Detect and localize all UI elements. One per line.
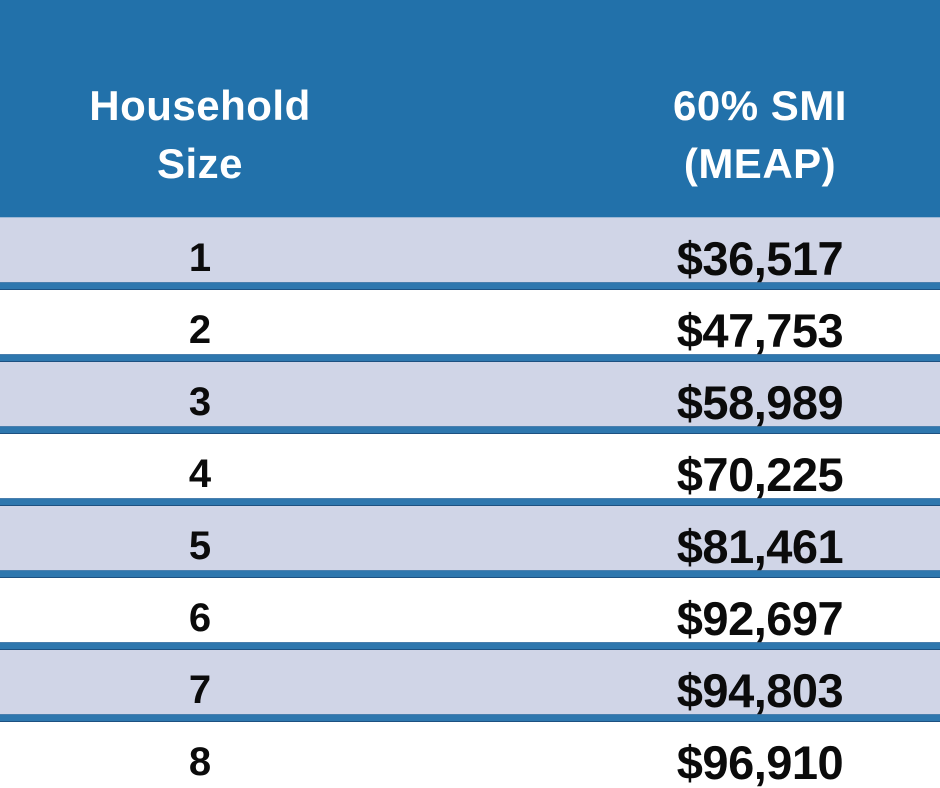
row-separator — [0, 714, 940, 722]
table-row: 8 $96,910 — [0, 722, 940, 788]
table-row: 5 $81,461 — [0, 506, 940, 573]
household-size-cell: 2 — [188, 307, 212, 352]
table-row: 7 $94,803 — [0, 650, 940, 717]
household-size-header: Household Size — [0, 52, 400, 217]
smi-amount-cell: $36,517 — [676, 231, 844, 285]
table-row: 6 $92,697 — [0, 578, 940, 645]
smi-amount-cell: $47,753 — [676, 303, 844, 357]
smi-meap-header-line2: (MEAP) — [683, 139, 837, 187]
household-size-cell: 5 — [188, 523, 212, 568]
smi-amount-cell: $92,697 — [676, 591, 844, 645]
household-size-cell: 4 — [188, 451, 212, 496]
smi-amount-cell: $96,910 — [676, 735, 844, 788]
table-header-row: Household Size 60% SMI (MEAP) — [0, 0, 940, 218]
row-separator — [0, 498, 940, 506]
smi-amount-cell: $81,461 — [676, 519, 844, 573]
table-row: 3 $58,989 — [0, 362, 940, 429]
household-size-cell: 8 — [188, 739, 212, 784]
household-size-header-line1: Household — [89, 81, 311, 129]
household-size-cell: 1 — [188, 235, 212, 280]
household-size-header-line2: Size — [156, 139, 244, 187]
row-separator — [0, 282, 940, 290]
smi-amount-cell: $70,225 — [676, 447, 844, 501]
table-row: 4 $70,225 — [0, 434, 940, 501]
table-row: 1 $36,517 — [0, 218, 940, 285]
row-separator — [0, 354, 940, 362]
row-separator — [0, 642, 940, 650]
household-size-cell: 3 — [188, 379, 212, 424]
smi-meap-header-line1: 60% SMI — [673, 81, 847, 129]
smi-meap-header: 60% SMI (MEAP) — [400, 52, 940, 217]
row-separator — [0, 570, 940, 578]
smi-amount-cell: $94,803 — [676, 663, 844, 717]
table-row: 2 $47,753 — [0, 290, 940, 357]
household-size-cell: 7 — [188, 667, 212, 712]
smi-amount-cell: $58,989 — [676, 375, 844, 429]
row-separator — [0, 426, 940, 434]
household-size-cell: 6 — [188, 595, 212, 640]
